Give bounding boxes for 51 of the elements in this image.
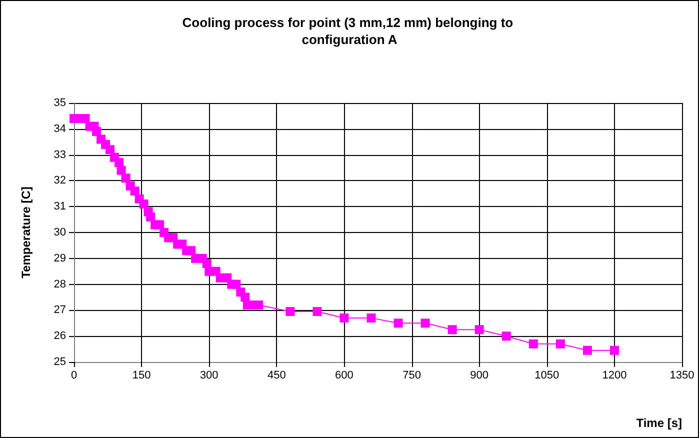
- y-tick-label: 35: [54, 97, 66, 109]
- point: [114, 158, 124, 168]
- x-tick-label: 0: [70, 370, 78, 382]
- x-axis-title: Time [s]: [636, 416, 682, 430]
- point: [202, 259, 212, 268]
- point: [420, 318, 430, 328]
- x-tick-label: 900: [470, 370, 489, 382]
- x-tick-label: 1200: [602, 370, 627, 382]
- point: [155, 220, 164, 230]
- y-tick-label: 26: [54, 330, 66, 342]
- point: [106, 145, 115, 154]
- point: [556, 339, 565, 348]
- point: [186, 246, 196, 256]
- point: [92, 126, 102, 136]
- y-tick-label: 33: [54, 148, 66, 161]
- y-tick-label: 27: [54, 304, 66, 316]
- x-tick-label: 750: [402, 370, 421, 382]
- x-tick-label: 300: [200, 370, 218, 382]
- x-tick-label: 450: [267, 370, 286, 382]
- point: [286, 306, 295, 316]
- point: [139, 200, 148, 209]
- y-tick-label: 31: [54, 200, 66, 213]
- point: [610, 346, 619, 355]
- chart-title: Cooling process for point (3 mm,12 mm) belonging to configuration A: [182, 15, 517, 47]
- point: [232, 280, 241, 289]
- point: [254, 300, 264, 310]
- point: [366, 313, 376, 322]
- y-axis-title: Temperature [C]: [19, 186, 33, 278]
- point: [116, 166, 126, 175]
- point: [121, 174, 130, 183]
- y-tick-label: 30: [54, 226, 66, 238]
- point: [340, 313, 349, 322]
- y-tick-label: 29: [54, 252, 66, 264]
- point: [146, 212, 156, 222]
- point: [448, 325, 457, 334]
- y-tick-label: 32: [54, 174, 66, 187]
- x-tick-label: 1350: [670, 370, 694, 382]
- point: [582, 346, 592, 355]
- point: [502, 332, 511, 341]
- point: [474, 325, 484, 334]
- point: [312, 306, 322, 316]
- x-tick-label: 1050: [534, 370, 560, 382]
- y-tick-label: 34: [54, 122, 66, 135]
- y-tick-label: 25: [54, 356, 66, 368]
- point: [528, 339, 538, 348]
- point: [130, 186, 140, 196]
- x-tick-label: 600: [335, 370, 354, 382]
- x-tick-label: 150: [132, 370, 151, 382]
- point: [394, 318, 403, 328]
- y-tick-label: 28: [54, 278, 66, 290]
- point: [80, 114, 90, 124]
